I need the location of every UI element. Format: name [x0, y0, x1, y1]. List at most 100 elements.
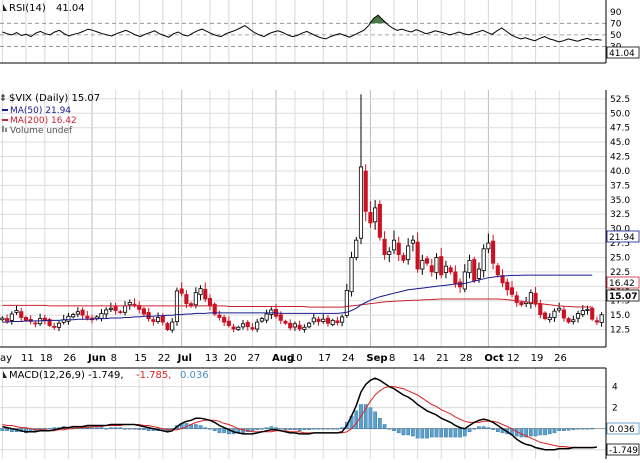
rsi-value: 41.04	[56, 3, 85, 14]
x-tick-label: ay	[0, 353, 12, 364]
macd-hist-bar	[212, 428, 217, 431]
macd-hist-bar	[0, 428, 5, 431]
macd-hist-bar	[382, 424, 387, 429]
ma50-legend: MA(50) 21.94	[10, 106, 71, 116]
x-tick-label: 19	[531, 353, 544, 364]
macd-hist-bar	[142, 428, 146, 430]
volume-legend: Volume undef	[10, 126, 73, 136]
candle	[486, 233, 491, 254]
candle	[410, 235, 415, 252]
candle	[292, 321, 297, 331]
macd-hist-bar	[368, 407, 373, 429]
rsi-axis: 90705030	[610, 8, 622, 53]
candle	[533, 286, 538, 307]
candle	[467, 254, 472, 279]
candle	[217, 310, 222, 321]
x-tick-label: 17	[318, 353, 331, 364]
volume-legend-swatch	[2, 126, 4, 132]
candle	[66, 312, 71, 325]
candle	[104, 307, 109, 319]
last-price-tag: 15.07	[606, 289, 640, 302]
candle	[373, 200, 378, 230]
macd-hist-bar	[109, 427, 113, 429]
candle	[146, 307, 151, 322]
candle	[250, 323, 255, 332]
price-tick-label: 35.0	[610, 196, 630, 206]
candle	[108, 302, 113, 313]
x-tick-label: 26	[63, 353, 76, 364]
macd-hist-bar	[396, 428, 401, 434]
x-tick-label: 11	[21, 353, 34, 364]
macd-hist-bar	[448, 428, 453, 438]
macd-hist-bar	[472, 428, 477, 430]
candle	[557, 302, 562, 313]
macd-hist-bar	[495, 428, 500, 433]
rsi-overbought-fill	[368, 15, 388, 24]
macd-hist-bar	[293, 428, 297, 430]
price-tick-label: 32.5	[610, 210, 630, 220]
macd-hist-bar	[137, 428, 142, 430]
price-tick-label: 45.0	[610, 138, 630, 148]
x-tick-label: 28	[460, 353, 473, 364]
candle	[472, 256, 477, 283]
candle	[495, 263, 500, 278]
candle	[113, 302, 118, 315]
candle	[160, 313, 165, 326]
candle	[174, 287, 180, 326]
macd-hist-bar	[123, 428, 127, 430]
ma200-legend: MA(200) 16.42	[10, 116, 77, 126]
candle	[382, 231, 387, 260]
candle	[406, 238, 411, 265]
candle	[165, 321, 170, 332]
macd-hist-bar	[283, 428, 288, 430]
macd-hist-bar	[434, 428, 439, 438]
macd-hist-bar	[47, 428, 52, 430]
macd-hist-bar	[302, 428, 307, 430]
macd-hist-bar	[585, 428, 590, 430]
rsi-title: RSI(14) 41.04	[3, 3, 85, 14]
macd-hist-bar	[335, 428, 340, 430]
candle	[368, 201, 373, 228]
macd-tick-label: 4	[612, 383, 618, 393]
macd-hist-bar	[250, 428, 255, 431]
macd-hist-bar	[326, 428, 330, 430]
candle	[288, 319, 293, 331]
svg-text:0.036: 0.036	[609, 425, 635, 435]
macd-value-tag: -1.749	[606, 443, 640, 456]
x-tick-label: 8	[111, 353, 117, 364]
macd-hist-bar	[571, 428, 576, 430]
rsi-value-tag: 41.04	[606, 46, 640, 59]
candle	[184, 290, 189, 308]
macd-hist-bar	[590, 428, 595, 430]
macd-signal-label: -1.785,	[136, 370, 171, 381]
macd-grid	[0, 368, 606, 459]
macd-hist-bar	[401, 428, 406, 436]
candle	[561, 306, 566, 322]
candle	[179, 282, 184, 297]
candle	[542, 311, 548, 321]
macd-hist-bar	[208, 428, 212, 430]
rsi-line	[2, 14, 602, 43]
candle	[56, 320, 62, 332]
x-tick-label: 22	[158, 353, 171, 364]
macd-hist-bar	[411, 428, 415, 437]
candle	[255, 318, 260, 333]
rsi-label: RSI(14)	[9, 3, 46, 14]
price-axis: 52.5 50.0 47.5 45.0 42.5 40.0 37.5 35.0 32.5 30.0…	[610, 95, 630, 336]
macd-hist-bar	[297, 428, 302, 431]
macd-hist-bar	[316, 428, 321, 430]
x-tick-label: Aug	[272, 353, 294, 364]
chart-type-icon	[3, 4, 7, 11]
macd-label: MACD(12,26,9) -1.749,	[9, 370, 124, 381]
candle	[52, 322, 57, 330]
candle	[203, 282, 208, 302]
macd-hist-bar	[481, 426, 486, 429]
price-tick-label: 27.5	[610, 239, 630, 249]
x-tick-label: 21	[436, 353, 449, 364]
candle	[401, 252, 406, 264]
candle	[458, 278, 463, 293]
candle	[307, 321, 312, 329]
candle	[297, 320, 302, 332]
macd-hist-bar	[104, 428, 109, 430]
